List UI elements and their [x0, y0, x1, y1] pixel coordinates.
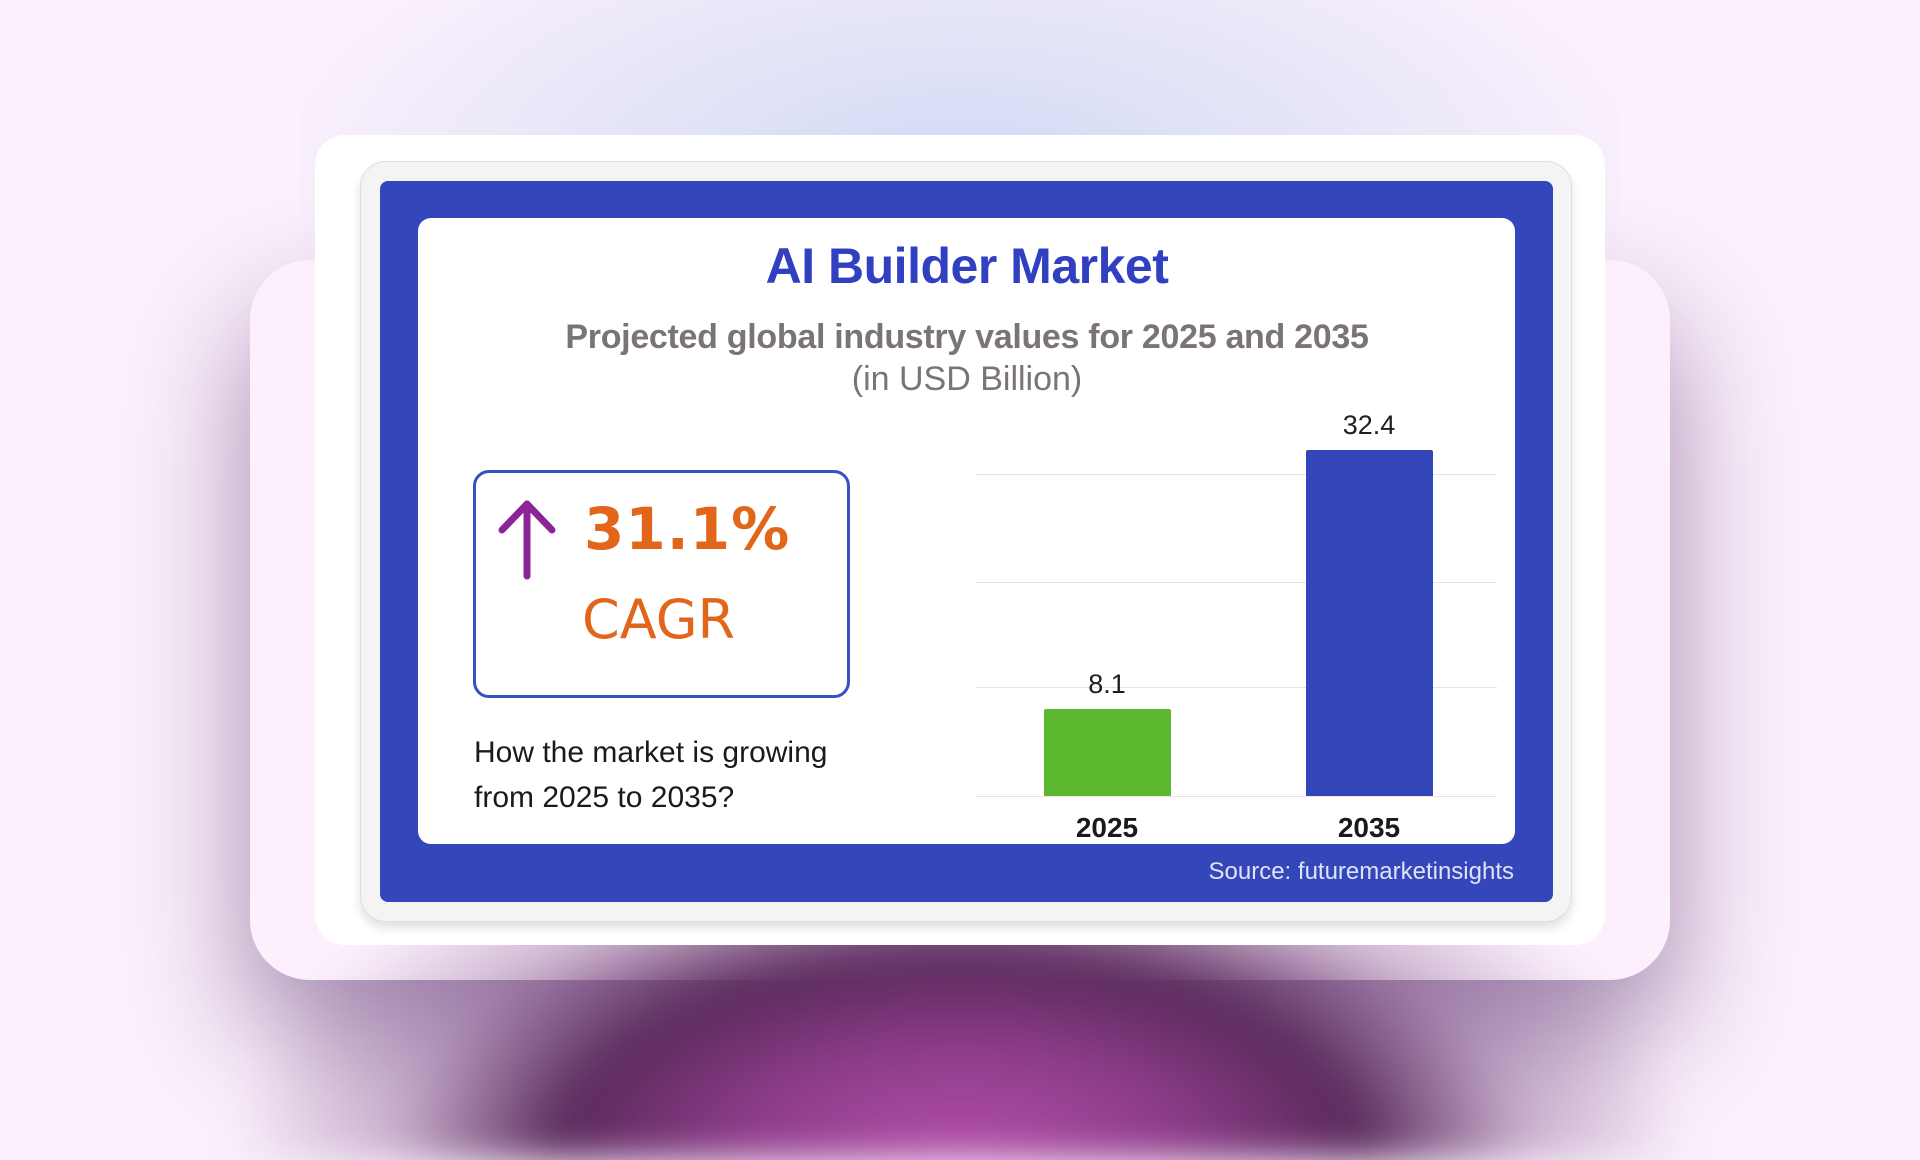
cagr-value: 31.1% [584, 495, 791, 563]
gridline-30 [976, 474, 1497, 475]
bar-2025 [1043, 709, 1171, 796]
bar-chart: 8.1 2025 32.4 2035 [976, 400, 1497, 843]
gridline-10 [976, 687, 1497, 688]
source-label: Source: futuremarketinsights [1208, 858, 1514, 885]
chart-title: AI Builder Market [765, 238, 1169, 294]
x-label-2025: 2025 [1075, 812, 1139, 843]
arrow-up-icon [498, 500, 556, 580]
bar-2035 [1305, 449, 1433, 796]
bar-value-2025: 8.1 [1088, 669, 1126, 700]
x-label-2035: 2035 [1337, 812, 1401, 843]
chart-unit: (in USD Billion) [851, 360, 1083, 398]
growth-question: How the market is growing from 2025 to 2… [474, 736, 828, 814]
cagr-label: CAGR [582, 588, 736, 651]
chart-subtitle: Projected global industry values for 202… [565, 318, 1369, 356]
cagr-box [473, 470, 850, 698]
bar-value-2035: 32.4 [1342, 409, 1396, 440]
gridline-0 [976, 796, 1497, 797]
gridline-20 [976, 582, 1497, 583]
